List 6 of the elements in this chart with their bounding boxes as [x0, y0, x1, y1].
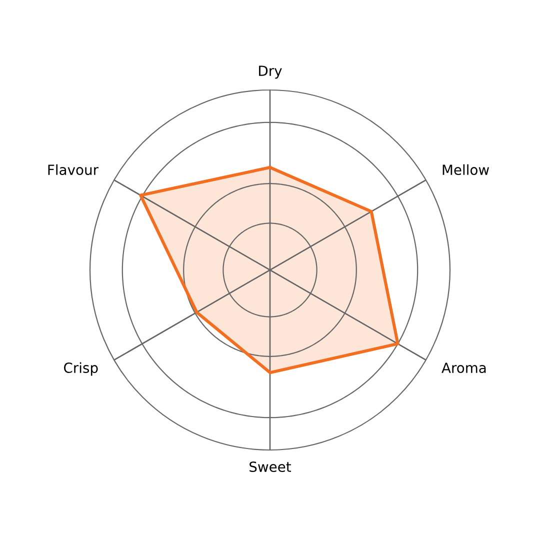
spoke-label: Flavour: [48, 164, 99, 176]
spoke-label: Mellow: [442, 164, 489, 176]
spoke-label: Dry: [259, 66, 282, 79]
spoke-label: Sweet: [250, 462, 292, 472]
spoke-label: Aroma: [442, 362, 486, 374]
spoke-label: Crisp: [64, 362, 98, 376]
